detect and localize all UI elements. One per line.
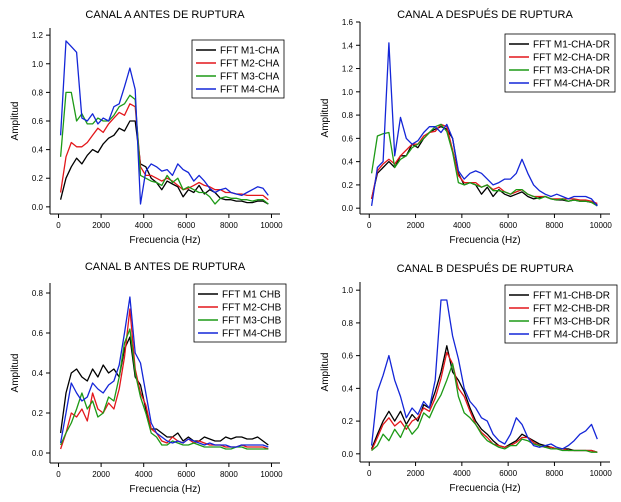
legend-label: FFT M4-CHB-DR	[533, 330, 610, 341]
y-tick-label: 1.0	[32, 60, 44, 69]
legend-label: FFT M1-CHA-DR	[533, 40, 610, 51]
y-tick-label: 1.6	[342, 18, 354, 27]
series-line-1	[59, 120, 269, 205]
legend-label: FFT M4-CHB	[222, 329, 282, 340]
legend-label: FFT M2-CHB-DR	[533, 304, 610, 315]
legend-label: FFT M1 CHB	[222, 290, 281, 301]
y-tick-label: 0.2	[32, 174, 44, 183]
y-tick-label: 0.0	[342, 204, 354, 213]
chart-title: CANAL A ANTES DE RUPTURA	[85, 9, 245, 21]
y-axis-label: Amplitud	[320, 353, 331, 392]
x-tick-label: 6000	[499, 469, 517, 478]
legend-label: FFT M2-CHA-DR	[533, 53, 610, 64]
x-axis-label: Frecuencia (Hz)	[449, 483, 520, 494]
y-tick-label: 1.2	[342, 65, 354, 74]
series-line-4	[370, 299, 598, 450]
series-line-3	[370, 123, 598, 207]
y-tick-label: 0.4	[32, 146, 44, 155]
series-line-1	[370, 345, 598, 453]
x-tick-label: 8000	[220, 221, 238, 230]
legend-label: FFT M2-CHA	[220, 59, 280, 70]
legend-label: FFT M4-CHA	[220, 85, 280, 96]
y-tick-label: 1.2	[32, 31, 44, 40]
y-tick-label: 0.8	[342, 111, 354, 120]
legend-label: FFT M1-CHB-DR	[533, 291, 610, 302]
x-axis-label: Frecuencia (Hz)	[129, 484, 200, 495]
series-line-1	[59, 336, 269, 446]
series-line-4	[59, 296, 269, 448]
x-tick-label: 4000	[135, 470, 153, 479]
x-tick-label: 6000	[499, 221, 517, 230]
x-tick-label: 6000	[177, 221, 195, 230]
y-tick-label: 0.2	[342, 417, 354, 426]
y-tick-label: 0.0	[342, 450, 354, 459]
legend-label: FFT M1-CHA	[220, 46, 280, 57]
y-tick-label: 0.6	[342, 352, 354, 361]
x-tick-label: 10000	[590, 221, 613, 230]
x-tick-label: 2000	[407, 221, 425, 230]
x-tick-label: 6000	[177, 470, 195, 479]
chart-panel-1: CANAL A ANTES DE RUPTURA 0 2000 4000 6000 800…	[10, 9, 285, 246]
x-tick-label: 0	[367, 469, 372, 478]
x-tick-label: 0	[367, 221, 372, 230]
x-tick-label: 4000	[453, 469, 471, 478]
series-line-4	[370, 42, 598, 207]
y-tick-label: 1.0	[342, 286, 354, 295]
x-tick-label: 4000	[135, 221, 153, 230]
y-tick-label: 0.2	[32, 409, 44, 418]
chart-panel-3: CANAL B ANTES DE RUPTURA 0 2000 4000 6000 800…	[10, 261, 287, 495]
y-tick-label: 0.4	[342, 158, 354, 167]
y-tick-label: 1.0	[342, 88, 354, 97]
y-tick-label: 0.0	[32, 449, 44, 458]
x-tick-label: 0	[56, 221, 61, 230]
series-line-3	[60, 328, 269, 450]
legend-label: FFT M3-CHB	[222, 316, 282, 327]
y-tick-label: 0.8	[32, 289, 44, 298]
series-line-2	[371, 351, 598, 453]
y-axis-label: Amplitud	[10, 102, 21, 141]
y-tick-label: 0.6	[32, 329, 44, 338]
series-line-3	[371, 363, 598, 453]
x-tick-label: 8000	[220, 470, 238, 479]
x-tick-label: 10000	[590, 469, 613, 478]
legend-label: FFT M3-CHB-DR	[533, 317, 610, 328]
y-tick-label: 0.2	[342, 181, 354, 190]
chart-panel-2: CANAL A DESPUÉS DE RUPTURA 0 2000 4000 6000 8…	[320, 8, 616, 246]
series-line-3	[59, 91, 269, 205]
chart-panel-4: CANAL B DESPUÉS DE RUPTURA 0 2000 4000 6000 8…	[320, 262, 618, 494]
y-tick-label: 0.6	[32, 117, 44, 126]
x-tick-label: 10000	[260, 221, 283, 230]
legend-label: FFT M3-CHA	[220, 72, 280, 83]
x-axis-label: Frecuencia (Hz)	[449, 235, 520, 246]
chart-title: CANAL B ANTES DE RUPTURA	[85, 261, 246, 273]
y-axis-label: Amplitud	[10, 354, 21, 393]
y-tick-label: 1.4	[342, 41, 354, 50]
x-tick-label: 2000	[92, 470, 110, 479]
legend-label: FFT M2-CHB	[222, 303, 282, 314]
y-tick-label: 0.8	[342, 319, 354, 328]
x-axis-label: Frecuencia (Hz)	[129, 235, 200, 246]
x-tick-label: 8000	[546, 469, 564, 478]
x-tick-label: 2000	[92, 221, 110, 230]
series-line-1	[370, 126, 598, 206]
y-tick-label: 0.4	[32, 369, 44, 378]
chart-title: CANAL A DESPUÉS DE RUPTURA	[397, 8, 573, 21]
chart-title: CANAL B DESPUÉS DE RUPTURA	[397, 262, 575, 275]
x-tick-label: 8000	[546, 221, 564, 230]
y-tick-label: 0.4	[342, 384, 354, 393]
series-line-4	[59, 40, 269, 205]
x-tick-label: 2000	[407, 469, 425, 478]
x-tick-label: 0	[56, 470, 61, 479]
legend-label: FFT M4-CHA-DR	[533, 79, 610, 90]
y-tick-label: 0.8	[32, 88, 44, 97]
x-tick-label: 10000	[260, 470, 283, 479]
legend-label: FFT M3-CHA-DR	[533, 66, 610, 77]
y-tick-label: 0.0	[32, 203, 44, 212]
y-tick-label: 0.6	[342, 134, 354, 143]
y-axis-label: Amplitud	[320, 99, 331, 138]
x-tick-label: 4000	[453, 221, 471, 230]
